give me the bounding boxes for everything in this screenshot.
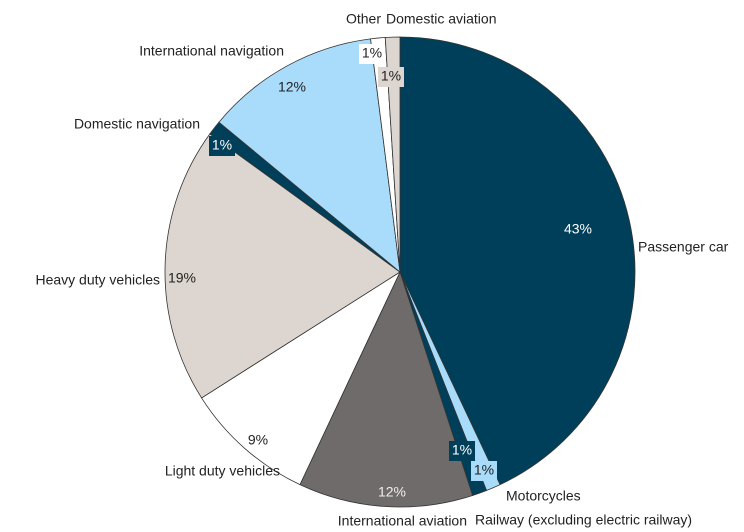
value-label: 1% [452, 442, 472, 458]
pie-slice [299, 270, 474, 508]
value-label: 1% [474, 462, 494, 478]
value-label-box [209, 136, 235, 156]
category-label: Motorcycles [506, 488, 581, 504]
pie-slice [164, 133, 401, 399]
category-label: Passenger car [638, 239, 729, 255]
value-label: 12% [278, 79, 306, 95]
value-label: 1% [381, 68, 401, 84]
category-label: Light duty vehicles [165, 463, 280, 479]
category-label: International aviation [338, 513, 467, 529]
value-label-box [378, 67, 404, 87]
value-label-box [471, 461, 497, 481]
category-label: Railway (excluding electric railway) [475, 512, 692, 528]
value-label: 43% [564, 221, 592, 237]
value-label-box [359, 44, 385, 64]
category-label: Other [346, 11, 381, 27]
value-label: 12% [378, 484, 406, 500]
pie-slice [201, 270, 401, 486]
pie-slice [399, 36, 636, 486]
pie-slice [218, 38, 401, 273]
value-label: 1% [212, 137, 232, 153]
value-label: 1% [362, 45, 382, 61]
value-label: 9% [248, 432, 268, 448]
category-label: Heavy duty vehicles [35, 272, 160, 288]
value-label-box [449, 441, 475, 461]
category-label: International navigation [139, 43, 284, 59]
pie-slice [384, 36, 401, 273]
value-label: 19% [168, 270, 196, 286]
category-label: Domestic aviation [386, 11, 497, 27]
category-label: Domestic navigation [74, 116, 200, 132]
